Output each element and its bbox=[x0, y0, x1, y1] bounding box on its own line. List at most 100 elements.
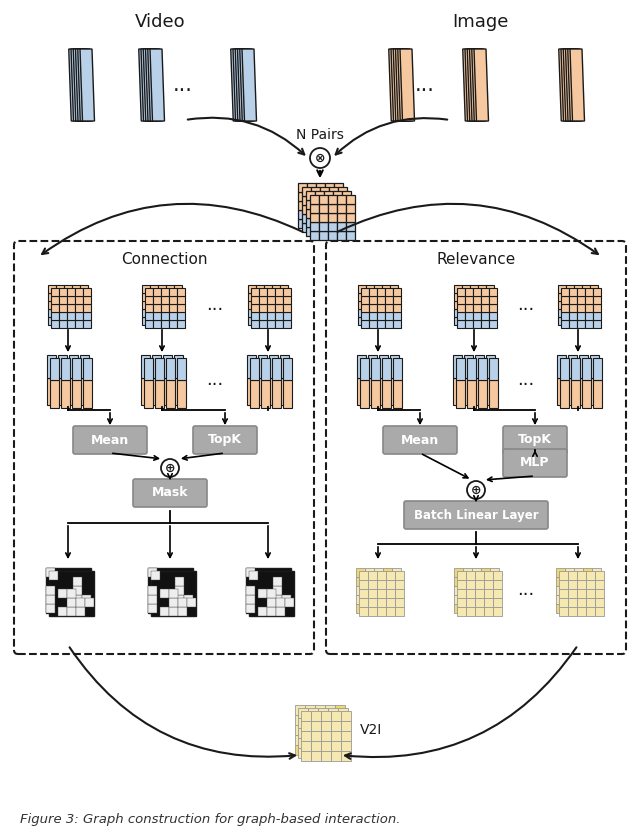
Bar bbox=[328, 186, 337, 195]
Polygon shape bbox=[472, 49, 486, 121]
Bar bbox=[358, 285, 366, 293]
Bar bbox=[319, 195, 328, 204]
Bar bbox=[305, 209, 314, 217]
Bar bbox=[568, 355, 577, 377]
Bar bbox=[381, 357, 390, 380]
Bar bbox=[355, 604, 365, 613]
Bar bbox=[385, 579, 394, 589]
Bar bbox=[390, 355, 399, 377]
Bar bbox=[259, 320, 267, 328]
Bar bbox=[486, 293, 494, 301]
Text: ...: ... bbox=[415, 75, 435, 95]
Bar bbox=[267, 312, 275, 320]
Bar bbox=[321, 741, 331, 751]
Bar bbox=[318, 728, 328, 738]
Bar bbox=[569, 320, 577, 328]
Bar bbox=[56, 317, 64, 325]
Bar bbox=[142, 285, 150, 293]
Bar bbox=[174, 317, 182, 325]
Polygon shape bbox=[145, 49, 160, 121]
Bar bbox=[574, 317, 582, 325]
Bar bbox=[367, 598, 376, 606]
Bar bbox=[318, 718, 328, 728]
Bar bbox=[308, 718, 318, 728]
Bar bbox=[298, 738, 308, 748]
Bar bbox=[369, 296, 377, 304]
Bar bbox=[328, 221, 337, 230]
Bar bbox=[490, 576, 499, 585]
Text: MLP: MLP bbox=[520, 457, 550, 469]
Bar bbox=[582, 604, 591, 613]
Bar bbox=[564, 595, 573, 604]
Bar bbox=[316, 210, 324, 219]
Bar bbox=[145, 320, 153, 328]
Bar bbox=[308, 708, 318, 718]
Polygon shape bbox=[77, 49, 92, 121]
Bar bbox=[328, 212, 337, 221]
Bar bbox=[465, 589, 474, 598]
Bar bbox=[369, 312, 377, 320]
Bar bbox=[573, 576, 582, 585]
Bar bbox=[257, 606, 266, 615]
Bar bbox=[335, 715, 345, 725]
Bar bbox=[58, 606, 67, 615]
Bar bbox=[47, 355, 56, 377]
Bar bbox=[168, 606, 177, 615]
Bar bbox=[474, 598, 483, 606]
Bar bbox=[456, 570, 465, 579]
Bar bbox=[593, 296, 601, 304]
Bar bbox=[474, 579, 483, 589]
Text: ⊕: ⊕ bbox=[471, 483, 481, 497]
Bar bbox=[324, 200, 333, 210]
Bar bbox=[283, 296, 291, 304]
Bar bbox=[367, 570, 376, 579]
Bar bbox=[145, 304, 153, 312]
Bar bbox=[150, 317, 158, 325]
Bar bbox=[333, 190, 342, 200]
Bar bbox=[282, 380, 291, 407]
Bar bbox=[48, 293, 56, 301]
Bar bbox=[392, 576, 401, 585]
Bar bbox=[486, 285, 494, 293]
Bar bbox=[475, 377, 484, 405]
Bar bbox=[161, 320, 169, 328]
Polygon shape bbox=[396, 49, 410, 121]
Bar bbox=[308, 738, 318, 748]
Bar bbox=[271, 380, 280, 407]
Bar bbox=[569, 296, 577, 304]
Bar bbox=[324, 210, 333, 219]
Bar bbox=[472, 585, 481, 595]
Bar bbox=[486, 301, 494, 309]
Polygon shape bbox=[68, 49, 83, 121]
Bar bbox=[337, 212, 346, 221]
Bar bbox=[266, 598, 275, 606]
Bar bbox=[72, 357, 81, 380]
Bar bbox=[361, 312, 369, 320]
Bar bbox=[264, 317, 272, 325]
Bar bbox=[310, 230, 319, 240]
Bar bbox=[478, 301, 486, 309]
Bar bbox=[256, 285, 264, 293]
Bar bbox=[141, 377, 150, 405]
Bar bbox=[577, 606, 586, 615]
FancyBboxPatch shape bbox=[404, 501, 548, 529]
Bar bbox=[394, 579, 403, 589]
Bar bbox=[333, 183, 342, 191]
Bar bbox=[574, 309, 582, 317]
Bar bbox=[574, 301, 582, 309]
Bar bbox=[259, 288, 267, 296]
Bar bbox=[145, 288, 153, 296]
Bar bbox=[250, 380, 259, 407]
Bar bbox=[481, 585, 490, 595]
Bar bbox=[321, 751, 331, 761]
Bar bbox=[59, 288, 67, 296]
Bar bbox=[64, 293, 72, 301]
Bar bbox=[474, 589, 483, 598]
Bar bbox=[556, 595, 564, 604]
Bar bbox=[557, 377, 566, 405]
Bar bbox=[392, 604, 401, 613]
Bar bbox=[267, 320, 275, 328]
Bar bbox=[319, 222, 328, 231]
Polygon shape bbox=[397, 49, 412, 121]
Bar bbox=[83, 380, 92, 407]
